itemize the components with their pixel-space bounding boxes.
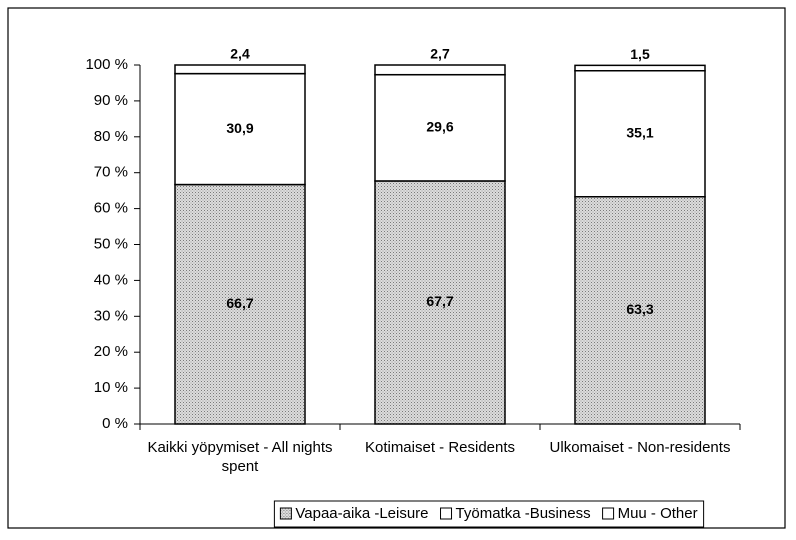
- value-label: 29,6: [426, 119, 453, 135]
- bar-segment: [574, 196, 706, 425]
- legend-label: Työmatka -Business: [456, 505, 591, 522]
- y-tick-label: 30 %: [94, 307, 128, 324]
- bar-segment: [574, 64, 706, 72]
- bar-segment: [174, 64, 306, 75]
- y-tick-label: 50 %: [94, 235, 128, 252]
- y-tick-label: 80 %: [94, 128, 128, 145]
- y-tick-label: 40 %: [94, 271, 128, 288]
- legend-label: Muu - Other: [618, 505, 698, 522]
- bar-segment: [374, 64, 506, 76]
- x-tick-label: Kaikki yöpymiset - All nights spent: [147, 439, 332, 475]
- bar-segment: [174, 183, 306, 425]
- value-label: 2,4: [230, 46, 250, 62]
- value-label: 66,7: [226, 295, 253, 311]
- value-label: 35,1: [626, 124, 653, 140]
- y-tick-label: 10 %: [94, 379, 128, 396]
- y-tick-label: 100 %: [85, 56, 128, 73]
- bar-segment: [374, 73, 506, 182]
- legend: Vapaa-aika -Leisure Työmatka -Business Muu…: [273, 500, 705, 528]
- bar-segment: [174, 72, 306, 186]
- x-tick-label: Ulkomaiset - Non-residents: [550, 439, 731, 456]
- value-label: 63,3: [626, 301, 653, 317]
- value-label: 67,7: [426, 293, 453, 309]
- value-label: 2,7: [430, 46, 450, 62]
- y-tick-label: 90 %: [94, 92, 128, 109]
- value-label: 30,9: [226, 120, 253, 136]
- bar-segment: [574, 69, 706, 198]
- y-tick-label: 20 %: [94, 343, 128, 360]
- legend-box: [273, 500, 705, 528]
- legend-swatch: [602, 507, 615, 520]
- y-tick-label: 0 %: [102, 415, 128, 432]
- y-tick-label: 70 %: [94, 164, 128, 181]
- bar-segment: [374, 180, 506, 425]
- x-tick-label: Kotimaiset - Residents: [365, 439, 515, 456]
- legend-swatch: [440, 507, 453, 520]
- legend-swatch: [279, 507, 292, 520]
- value-label: 1,5: [630, 46, 650, 62]
- y-tick-label: 60 %: [94, 200, 128, 217]
- legend-label: Vapaa-aika -Leisure: [295, 505, 428, 522]
